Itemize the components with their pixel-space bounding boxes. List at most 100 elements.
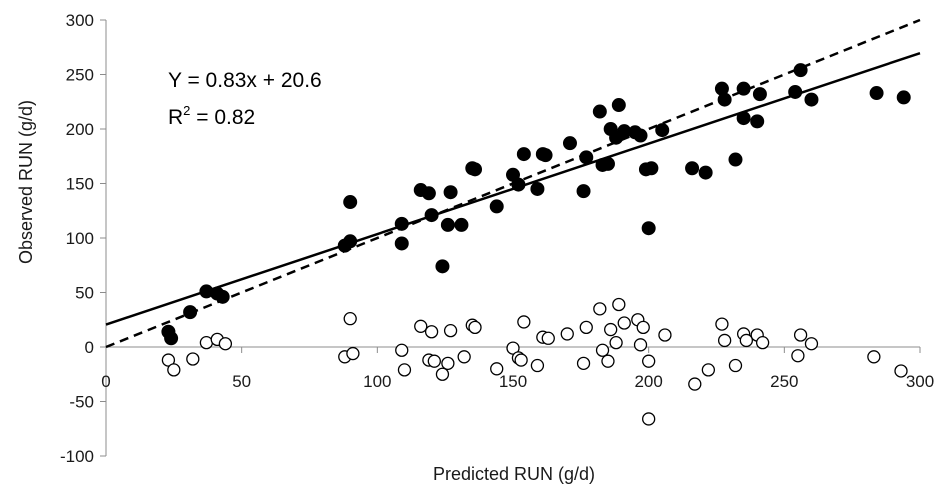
observed-point-filled <box>592 104 607 119</box>
x-tick-label: 150 <box>499 372 527 391</box>
observed-point-filled <box>489 199 504 214</box>
residual-point-open <box>793 328 808 342</box>
x-tick-label: 0 <box>101 372 110 391</box>
observed-point-filled <box>530 181 545 196</box>
observed-point-filled <box>869 86 884 101</box>
regression-equation: Y = 0.83x + 20.6 <box>168 69 322 92</box>
observed-point-filled <box>793 63 808 78</box>
y-tick-label: 50 <box>75 284 94 303</box>
residual-point-open <box>435 367 450 381</box>
observed-point-filled <box>896 90 911 105</box>
x-tick-label: 200 <box>634 372 662 391</box>
observed-point-filled <box>804 92 819 107</box>
observed-point-filled <box>788 84 803 99</box>
residual-point-open <box>167 363 181 377</box>
residual-point-open <box>427 354 441 368</box>
observed-point-filled <box>511 177 526 192</box>
residual-point-open <box>441 356 455 371</box>
observed-point-filled <box>698 165 713 180</box>
residual-point-open <box>560 327 574 341</box>
observed-point-filled <box>644 161 659 176</box>
residual-point-open <box>894 364 908 378</box>
residual-point-open <box>715 317 729 331</box>
observed-point-filled <box>343 195 358 210</box>
residual-point-open <box>579 320 593 335</box>
observed-point-filled <box>685 161 700 176</box>
observed-point-filled <box>435 259 450 274</box>
y-tick-label: -100 <box>60 447 94 466</box>
residual-point-open <box>395 343 409 357</box>
observed-point-filled <box>655 123 670 138</box>
r-squared-base: R <box>168 106 183 129</box>
y-axis-title: Observed RUN (g/d) <box>16 100 36 264</box>
y-tick-label: 250 <box>66 66 94 85</box>
data-points <box>161 63 911 426</box>
x-tick-label: 300 <box>906 372 934 391</box>
y-tick-label: 150 <box>66 175 94 194</box>
residual-point-open <box>346 346 360 361</box>
residual-point-open <box>633 338 648 352</box>
residual-point-open <box>468 320 482 335</box>
residual-point-open <box>612 297 626 312</box>
residual-point-open <box>517 315 531 329</box>
residual-point-open <box>424 325 439 339</box>
residual-point-open <box>755 335 770 350</box>
y-tick-label: 200 <box>66 120 94 139</box>
residual-point-open <box>739 333 753 348</box>
observed-point-filled <box>454 217 469 232</box>
observed-point-filled <box>576 184 591 199</box>
residual-point-open <box>658 328 672 342</box>
residual-point-open <box>186 352 200 366</box>
observed-point-filled <box>516 147 531 162</box>
residual-point-open <box>688 377 702 391</box>
observed-point-filled <box>562 136 577 151</box>
y-tick-label: 0 <box>85 338 94 357</box>
r-squared-label: R2 = 0.82 <box>168 103 255 129</box>
residual-point-open <box>604 322 618 337</box>
residual-point-open <box>414 319 428 333</box>
observed-point-filled <box>394 236 409 251</box>
observed-point-filled <box>717 92 732 107</box>
residual-point-open <box>595 343 610 357</box>
residual-point-open <box>199 335 214 350</box>
observed-point-filled <box>424 208 439 223</box>
observed-point-filled <box>164 331 179 346</box>
observed-point-filled <box>600 156 615 171</box>
x-tick-labels: 0 50 100 150 200 250 300 <box>101 372 934 391</box>
observed-point-filled <box>633 128 648 143</box>
x-tick-label: 250 <box>770 372 798 391</box>
y-tick-label: 100 <box>66 229 94 248</box>
residual-point-open <box>530 358 545 373</box>
axes <box>100 19 921 457</box>
r-squared-superscript: 2 <box>183 103 190 118</box>
observed-point-filled <box>440 217 455 232</box>
observed-point-filled <box>728 152 743 167</box>
observed-point-filled <box>750 114 765 129</box>
residual-point-open <box>636 320 650 335</box>
observed-point-filled <box>183 305 198 320</box>
residual-point-open <box>617 316 631 330</box>
residual-point-open <box>514 353 528 367</box>
residual-point-open <box>791 349 805 363</box>
observed-point-filled <box>579 150 594 165</box>
observed-point-filled <box>468 162 483 177</box>
x-axis-title: Predicted RUN (g/d) <box>433 464 595 484</box>
observed-point-filled <box>736 81 751 96</box>
residual-point-open <box>609 335 623 350</box>
observed-point-filled <box>736 111 751 126</box>
residual-point-open <box>642 354 656 368</box>
observed-point-filled <box>641 221 656 236</box>
observed-point-filled <box>215 289 230 304</box>
residual-point-open <box>490 362 504 376</box>
observed-point-filled <box>443 185 458 200</box>
residual-point-open <box>576 356 591 371</box>
observed-point-filled <box>394 216 409 231</box>
observed-point-filled <box>343 234 358 249</box>
residual-point-open <box>218 337 233 351</box>
residual-point-open <box>541 331 555 345</box>
residual-point-open <box>717 333 732 348</box>
observed-point-filled <box>752 87 767 102</box>
observed-point-filled <box>421 186 436 201</box>
y-tick-label: 300 <box>66 11 94 30</box>
residual-point-open <box>593 302 607 316</box>
